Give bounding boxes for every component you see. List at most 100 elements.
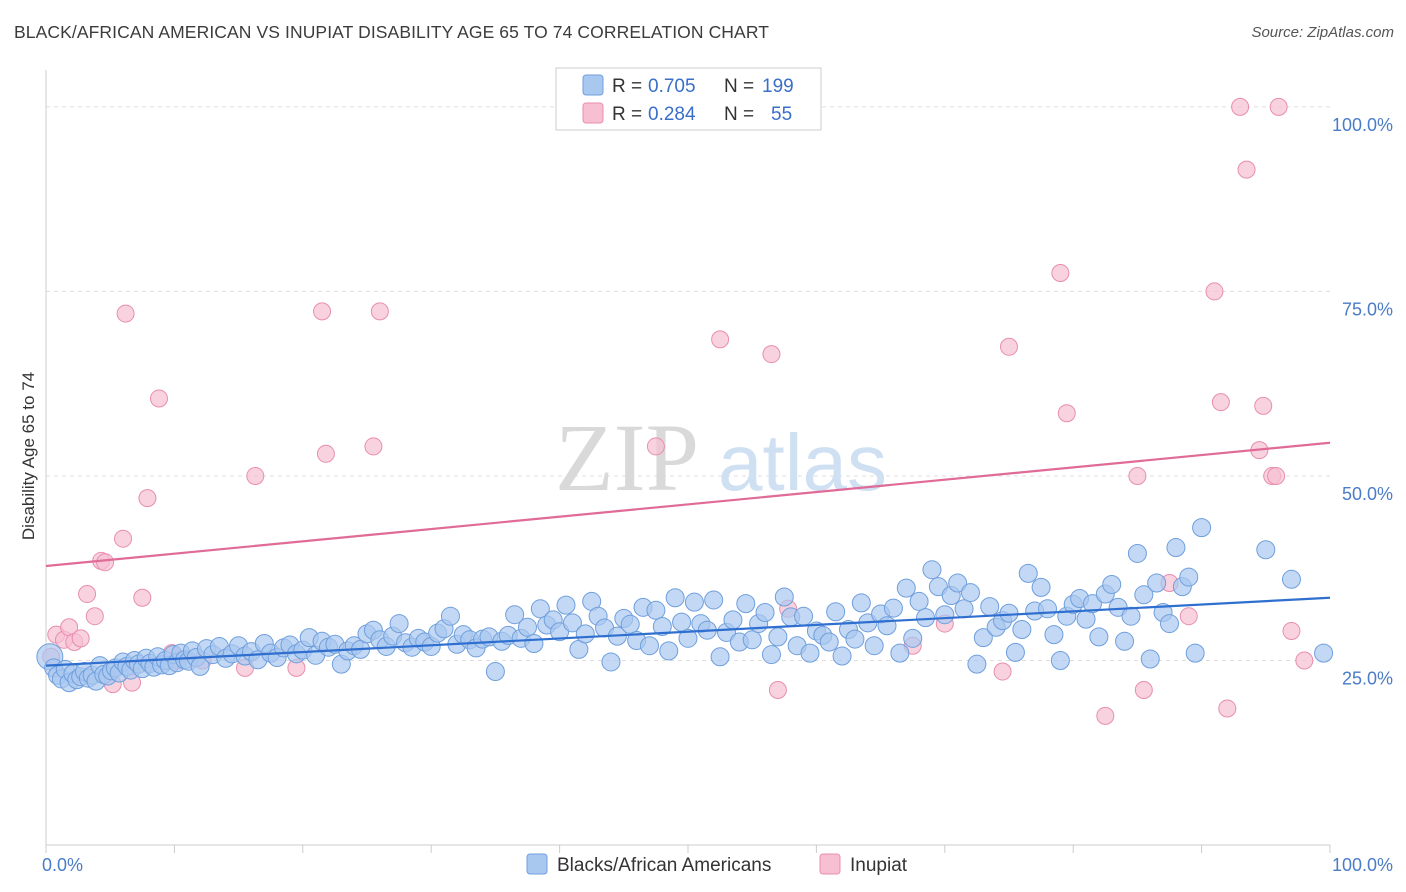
- inupiat-point: [646, 437, 665, 456]
- legend-n-value-2: 55: [771, 104, 792, 125]
- blacks-point: [973, 628, 993, 648]
- blacks-point: [639, 636, 659, 656]
- blacks-point: [1115, 631, 1135, 651]
- blacks-point: [1012, 619, 1032, 639]
- inupiat-point: [1282, 621, 1301, 640]
- blacks-point: [935, 605, 955, 625]
- blacks-point: [1050, 650, 1070, 670]
- blacks-point: [980, 597, 1000, 617]
- bottom-legend-blue-swatch: [526, 853, 548, 875]
- blacks-point: [819, 632, 839, 652]
- blacks-point: [1044, 625, 1064, 645]
- blacks-point: [1192, 518, 1212, 538]
- blacks-point: [704, 590, 724, 610]
- blacks-point: [1147, 573, 1167, 593]
- blacks-point: [800, 643, 820, 663]
- x-tick-label: 0.0%: [42, 855, 83, 875]
- inupiat-point: [1134, 681, 1153, 699]
- blacks-point: [1127, 543, 1147, 563]
- blacks-point: [1134, 585, 1154, 605]
- inupiat-point: [71, 629, 90, 648]
- inupiat-point: [370, 302, 389, 321]
- blacks-point: [832, 646, 852, 666]
- inupiat-point: [1000, 337, 1018, 356]
- inupiat-point: [1237, 160, 1256, 179]
- blacks-point: [890, 643, 910, 663]
- blacks-point: [755, 603, 775, 622]
- y-tick-label: 100.0%: [1332, 115, 1393, 135]
- blacks-point: [505, 605, 525, 625]
- chart-title: BLACK/AFRICAN AMERICAN VS INUPIAT DISABI…: [14, 22, 770, 42]
- blacks-point: [684, 592, 704, 612]
- blacks-point: [774, 587, 794, 607]
- blacks-point: [440, 606, 460, 626]
- blacks-point: [883, 598, 903, 618]
- blacks-point: [960, 583, 980, 603]
- blacks-point: [1179, 567, 1199, 587]
- blacks-point: [1082, 594, 1102, 614]
- blacks-point: [794, 606, 814, 626]
- inupiat-point: [1267, 466, 1286, 485]
- legend-blue-swatch: [582, 74, 604, 96]
- blacks-point: [485, 662, 505, 682]
- source-credit: Source: ZipAtlas.com: [1251, 24, 1394, 41]
- inupiat-point: [1218, 699, 1237, 718]
- blacks-point: [742, 630, 762, 650]
- inupiat-point: [364, 437, 383, 456]
- inupiat-point: [1211, 393, 1230, 412]
- legend-pink-swatch: [582, 102, 604, 124]
- blacks-point: [1185, 643, 1205, 663]
- bottom-legend: Blacks/African Americans Inupiat: [526, 853, 908, 876]
- legend-r-label-2: R =: [612, 104, 642, 125]
- bottom-legend-blacks: Blacks/African Americans: [557, 855, 771, 876]
- blacks-point: [999, 603, 1019, 623]
- blacks-point: [1038, 599, 1058, 619]
- inupiat-point: [768, 681, 787, 699]
- legend-n-value-1: 199: [762, 76, 794, 97]
- blacks-point: [1121, 606, 1141, 626]
- blacks-point: [954, 599, 974, 619]
- inupiat-point: [1269, 97, 1288, 116]
- bottom-legend-inupiat: Inupiat: [850, 855, 908, 876]
- blacks-point: [877, 616, 897, 636]
- blacks-point: [524, 634, 544, 653]
- legend-n-label-2: N =: [724, 104, 754, 125]
- blacks-point: [845, 629, 865, 649]
- blacks-point: [1140, 649, 1160, 669]
- blacks-point: [601, 652, 621, 672]
- inupiat-point: [1231, 97, 1250, 116]
- blacks-point: [761, 645, 781, 665]
- blacks-point: [723, 610, 743, 630]
- inupiat-point: [78, 585, 97, 604]
- blacks-points: [36, 518, 1334, 693]
- blacks-point: [1166, 538, 1186, 558]
- bottom-legend-pink-swatch: [819, 853, 841, 875]
- trend-lines: [45, 441, 1331, 667]
- blacks-point: [530, 599, 550, 619]
- inupiat-point: [1295, 651, 1314, 670]
- legend-r-label-1: R =: [612, 76, 642, 97]
- inupiat-point: [313, 302, 332, 321]
- blacks-point: [864, 636, 884, 656]
- blacks-point: [1018, 563, 1038, 583]
- y-tick-label: 25.0%: [1342, 668, 1393, 688]
- blacks-point: [909, 591, 929, 611]
- blacks-point: [1031, 577, 1051, 597]
- blacks-point: [916, 608, 936, 628]
- blacks-point: [1314, 643, 1334, 663]
- inupiat-point: [138, 489, 157, 508]
- inupiat-point: [711, 330, 730, 349]
- blacks-point: [562, 613, 582, 633]
- blacks-point: [826, 602, 846, 622]
- inupiat-point: [1096, 706, 1115, 725]
- blacks-point: [948, 573, 968, 593]
- axes: [45, 70, 1331, 853]
- x-tick-label: 100.0%: [1332, 855, 1393, 875]
- inupiat-point: [316, 444, 335, 463]
- inupiat-point: [1205, 282, 1224, 301]
- inupiat-point: [1057, 404, 1076, 423]
- blacks-trend-line: [45, 596, 1331, 667]
- inupiat-point: [1254, 396, 1273, 415]
- blacks-point: [389, 614, 409, 634]
